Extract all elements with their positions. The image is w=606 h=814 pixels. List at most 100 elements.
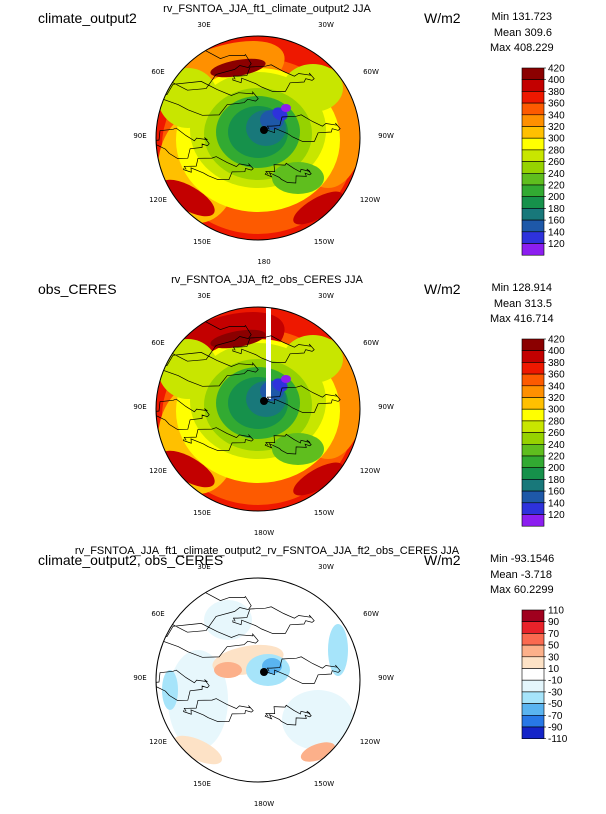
lon-label: 90W xyxy=(378,132,394,140)
colorbar-label: 70 xyxy=(548,629,560,640)
field-layer xyxy=(156,578,360,782)
colorbar-swatch xyxy=(521,373,545,387)
colorbar-swatch xyxy=(521,91,545,104)
north-pole-marker xyxy=(260,126,268,134)
lon-label: 60E xyxy=(151,610,164,618)
colorbar-label: 420 xyxy=(548,64,565,75)
chart-title: rv_FSNTOA_JJA_ft1_climate_output2_rv_FSN… xyxy=(74,545,460,557)
colorbar-swatch xyxy=(521,467,545,480)
colorbar-label: 180 xyxy=(548,204,565,215)
colorbar-label: 160 xyxy=(548,216,565,227)
panel-obs-ceres: 30E 30W 60E 60W 90E 90W 120E 120W 150E 150W 180W o… xyxy=(0,271,606,542)
coastlines xyxy=(156,308,341,455)
colorbar-swatch xyxy=(521,490,545,504)
colorbar-swatch xyxy=(521,621,545,634)
colorbar-label: 360 xyxy=(548,99,565,110)
colorbar-swatch xyxy=(521,173,545,186)
colorbar-label: 120 xyxy=(548,510,565,521)
stats-block: Min 128.914 Mean 313.5 Max 416.714 xyxy=(490,281,554,328)
lon-label: 180W xyxy=(254,529,274,537)
colorbar-swatch xyxy=(521,149,545,162)
field-region xyxy=(282,690,354,750)
colorbar-swatch xyxy=(521,644,545,658)
units-label: W/m2 xyxy=(424,281,461,297)
lon-label: 120W xyxy=(360,196,380,204)
field-region xyxy=(300,742,336,762)
stat-mean: Mean 309.6 xyxy=(493,26,552,39)
field-region xyxy=(210,58,266,78)
colorbar-label: 380 xyxy=(548,358,565,369)
lon-label: 180W xyxy=(254,800,274,808)
colorbar-swatch xyxy=(521,691,545,704)
north-pole-marker xyxy=(260,397,268,405)
colorbar-swatch xyxy=(521,633,545,646)
stat-mean: Mean -3.718 xyxy=(490,568,552,581)
field-region xyxy=(204,600,252,640)
colorbar-label: 300 xyxy=(548,405,565,416)
colorbar-swatch xyxy=(521,715,545,728)
stats-block: Min -93.1546 Mean -3.718 Max 60.2299 xyxy=(490,552,554,599)
colorbar-label: 360 xyxy=(548,370,565,381)
panel-difference: 30E 30W 60E 60W 90E 90W 120E 120W 150E 150W 180W c… xyxy=(0,542,606,813)
stat-max: Max 60.2299 xyxy=(490,584,554,596)
colorbar-label: 420 xyxy=(548,335,565,346)
coastlines xyxy=(156,37,341,184)
colorbar-swatch xyxy=(521,184,545,197)
field-region xyxy=(210,329,266,349)
polar-map: 30E 30W 60E 60W 90E 90W 120E 120W 150E 150W 180 xyxy=(133,21,394,266)
colorbar-swatch xyxy=(521,726,545,739)
lon-label: 60W xyxy=(363,339,379,347)
lon-label: 30E xyxy=(197,21,210,29)
field-region xyxy=(161,179,215,217)
lon-label: 120E xyxy=(149,467,167,475)
colorbar-swatch xyxy=(521,432,545,445)
field-layer xyxy=(156,307,360,511)
map-border xyxy=(155,306,361,512)
lon-label: 90E xyxy=(133,132,146,140)
lon-label: 120W xyxy=(360,467,380,475)
colorbar-label: 10 xyxy=(548,664,560,675)
north-pole-marker xyxy=(260,668,268,676)
colorbar-swatch xyxy=(521,102,545,116)
field-region xyxy=(162,670,178,710)
colorbar-label: 50 xyxy=(548,641,560,652)
colorbar-swatch xyxy=(521,502,545,515)
stat-mean: Mean 313.5 xyxy=(493,297,552,310)
panel-climate-output2: 30E 30W 60E 60W 90E 90W 120E 120W 150E 150W 180 cl… xyxy=(0,0,606,271)
lon-label: 150W xyxy=(314,780,334,788)
lon-label: 120W xyxy=(360,738,380,746)
field-region xyxy=(328,624,348,676)
colorbar-label: 380 xyxy=(548,87,565,98)
chart-title: rv_FSNTOA_JJA_ft1_climate_output2 JJA xyxy=(163,3,371,15)
colorbar-swatch xyxy=(521,208,545,221)
colorbar-swatch xyxy=(521,67,545,80)
stat-max: Max 408.229 xyxy=(490,42,554,54)
colorbar-label: 180 xyxy=(548,475,565,486)
field-region xyxy=(293,191,343,225)
colorbar-label: 320 xyxy=(548,122,565,133)
colorbar: 4204003803603403203002802602402202001801… xyxy=(521,335,565,527)
lon-label: 150W xyxy=(314,238,334,246)
colorbar-label: 260 xyxy=(548,157,565,168)
map-border xyxy=(155,35,361,241)
chart-title: rv_FSNTOA_JJA_ft2_obs_CERES JJA xyxy=(171,274,363,286)
field-region xyxy=(281,104,291,112)
colorbar-swatch xyxy=(521,679,545,693)
stats-block: Min 131.723 Mean 309.6 Max 408.229 xyxy=(490,10,554,57)
colorbar-label: 220 xyxy=(548,181,565,192)
lon-label: 90W xyxy=(378,403,394,411)
colorbar-swatch xyxy=(521,408,545,422)
colorbar-label: 400 xyxy=(548,75,565,86)
lon-label: 30W xyxy=(318,292,334,300)
colorbar-swatch xyxy=(521,444,545,457)
colorbar-label: 280 xyxy=(548,145,565,156)
polar-map: 30E 30W 60E 60W 90E 90W 120E 120W 150E 150W 180W xyxy=(133,563,394,808)
stat-min: Min 131.723 xyxy=(491,11,552,23)
colorbar-swatch xyxy=(521,243,545,256)
colorbar-label: -10 xyxy=(548,676,563,687)
colorbar-label: 240 xyxy=(548,169,565,180)
colorbar-swatch xyxy=(521,385,545,398)
lon-label: 150E xyxy=(193,509,211,517)
colorbar-label: 90 xyxy=(548,617,560,628)
colorbar-label: -70 xyxy=(548,711,563,722)
